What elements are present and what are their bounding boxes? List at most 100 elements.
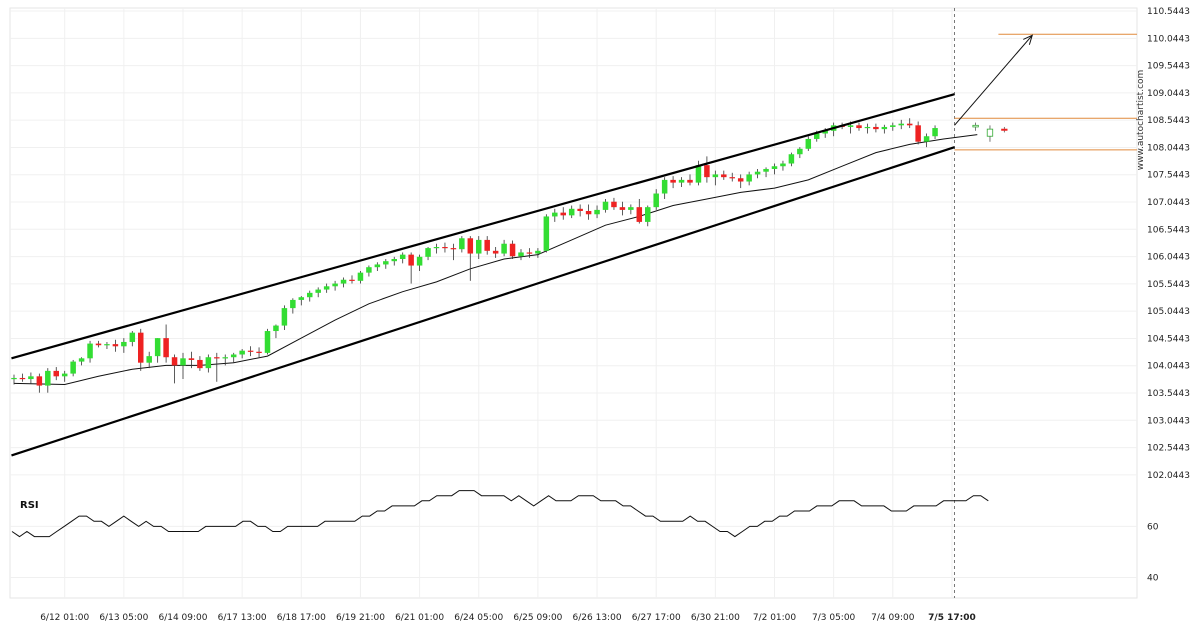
candle-body: [307, 292, 313, 298]
candle-body: [873, 126, 879, 130]
candle: [890, 122, 896, 131]
candle-body: [256, 351, 262, 353]
candle-body: [585, 210, 592, 215]
candle: [53, 367, 59, 381]
candle: [273, 324, 279, 339]
time-tick-label: 6/21 01:00: [395, 613, 444, 623]
candle-body: [374, 264, 381, 268]
candle: [290, 298, 296, 314]
candle: [661, 177, 668, 199]
time-tick-label: 6/26 13:00: [573, 613, 622, 623]
candle-body: [602, 201, 609, 210]
candle: [239, 349, 245, 359]
candle-body: [915, 125, 921, 142]
candle-body: [501, 243, 507, 254]
price-tick-label: 104.5443: [1147, 334, 1190, 344]
time-tick-label: 7/5 17:00: [928, 613, 976, 623]
target-arrow-head: [1023, 34, 1034, 45]
candle: [391, 256, 397, 266]
candle-body: [898, 123, 904, 126]
candle: [459, 236, 465, 253]
candle: [332, 280, 338, 291]
time-tick-label: 6/19 21:00: [336, 613, 385, 623]
candle-body: [492, 250, 499, 254]
candle-body: [577, 208, 583, 211]
time-tick-label: 6/30 21:00: [691, 613, 740, 623]
candle-body: [661, 179, 668, 194]
candle: [881, 124, 888, 134]
candle-body: [822, 130, 828, 134]
candle: [416, 254, 423, 272]
candle: [560, 207, 566, 220]
candle: [653, 189, 659, 210]
time-tick-label: 6/25 09:00: [513, 613, 562, 623]
candle-body: [19, 377, 26, 380]
candle-body: [704, 165, 710, 178]
candle-body: [171, 357, 178, 366]
candle-body: [290, 299, 296, 309]
candle: [552, 208, 558, 222]
rsi-tick-label: 40: [1147, 574, 1159, 584]
candle-body: [526, 252, 533, 254]
candle-body: [163, 338, 169, 358]
projected-candle: [972, 122, 979, 131]
candle-body: [518, 252, 524, 257]
rsi-line: [11, 490, 989, 538]
price-tick-label: 105.0443: [1147, 307, 1190, 317]
candle-body: [797, 148, 803, 155]
axes: 110.5443 110.0443 109.5443 109.0443 108.5443…: [40, 7, 1190, 623]
target-arrow-line: [954, 34, 1033, 126]
candle: [645, 205, 651, 227]
candle: [112, 339, 119, 352]
candle-body: [138, 332, 144, 363]
candle-body: [552, 212, 558, 217]
candle: [298, 296, 305, 306]
candle: [340, 277, 347, 288]
candle: [501, 239, 507, 257]
candle: [408, 252, 414, 284]
candle-body: [197, 359, 203, 369]
candle-body: [856, 125, 862, 129]
candle-body: [780, 163, 786, 167]
candle: [197, 356, 203, 371]
candle-body: [653, 193, 659, 208]
candle-body: [788, 154, 795, 164]
candle-body: [214, 357, 220, 359]
candle: [484, 236, 490, 255]
candle: [425, 247, 431, 261]
time-tick-label: 6/13 05:00: [99, 613, 148, 623]
candle-body: [230, 354, 237, 358]
candle-body: [340, 279, 347, 284]
candle: [754, 168, 761, 179]
candle-body: [543, 216, 550, 251]
candle-body: [695, 165, 702, 183]
candle: [442, 242, 448, 253]
price-tick-label: 110.5443: [1147, 7, 1190, 17]
candle: [70, 359, 76, 377]
candle: [518, 249, 524, 261]
candle-body: [932, 128, 938, 137]
price-tick-label: 107.5443: [1147, 171, 1190, 181]
candle: [374, 262, 381, 272]
candle: [104, 341, 110, 350]
candle-body: [678, 179, 685, 183]
candle: [898, 119, 904, 130]
candle-body: [771, 166, 778, 169]
candle-body: [712, 174, 719, 178]
projected-candle-body: [986, 128, 994, 137]
candle: [467, 236, 474, 281]
candle-body: [628, 207, 634, 210]
candle-body: [45, 370, 51, 386]
candle-body: [205, 357, 212, 369]
candle: [19, 373, 26, 382]
candle: [450, 243, 457, 261]
candle-body: [129, 332, 136, 342]
candle-body: [594, 209, 600, 215]
candle-body: [459, 238, 465, 250]
candle-body: [332, 283, 338, 287]
channel-upper-line: [11, 93, 955, 360]
candle-body: [450, 248, 457, 250]
candle: [349, 275, 355, 284]
candle-body: [433, 247, 440, 249]
candle: [780, 160, 786, 171]
